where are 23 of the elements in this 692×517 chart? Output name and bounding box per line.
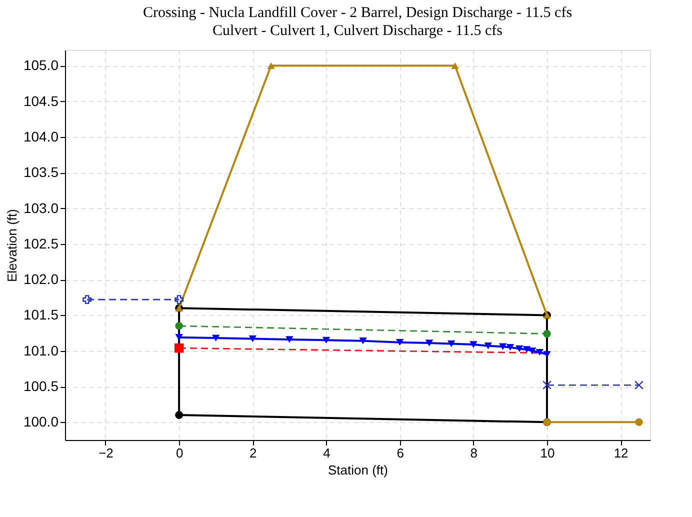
y-tick-label: 103.0 [23,200,59,216]
y-tick-label: 104.0 [23,128,59,144]
x-axis-title: Station (ft) [328,462,388,478]
y-tick-label: 100.5 [23,378,59,394]
x-tick-label: 10 [540,446,555,460]
y-tick-label: 105.0 [23,57,59,74]
chart-title: Crossing - Nucla Landfill Cover - 2 Barrel, Design Discharge - 11.5 cfs [142,5,572,21]
x-tick-label: 2 [250,446,257,460]
x-tick-label: 8 [470,446,478,460]
y-tick-label: 103.5 [23,164,59,180]
chart-subtitle: Culvert - Culvert 1, Culvert Discharge - 11.5 cfs [212,23,503,39]
x-tick-label: −2 [98,446,114,460]
y-tick-label: 102.5 [23,235,59,252]
y-tick-label: 102.0 [23,271,59,288]
x-tick-label: 0 [176,446,184,460]
y-tick-label: 101.0 [23,342,59,358]
x-tick-label: 4 [323,446,330,460]
x-tick-label: 6 [396,446,404,460]
y-axis-title: Elevation (ft) [4,209,20,282]
x-tick-label: 12 [614,446,628,460]
y-tick-label: 104.5 [23,92,59,109]
y-tick-label: 100.0 [23,414,59,430]
y-tick-label: 101.5 [23,306,59,323]
